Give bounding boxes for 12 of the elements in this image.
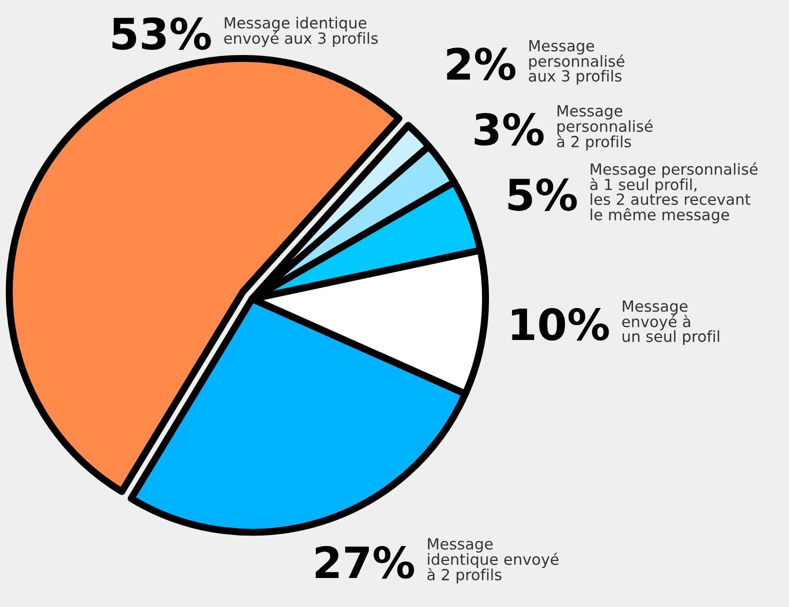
slice-label: Message personnalisé à 1 seul profil, les 2 autres recevant le même message	[590, 162, 758, 224]
data-label: 2%	[447, 48, 516, 80]
data-label: 27%	[316, 546, 414, 579]
slice-label: Message identique envoyé à 2 profils	[427, 538, 559, 584]
slice-label: Message envoyé à un seul profil	[622, 300, 720, 346]
data-label: 53%	[112, 17, 211, 50]
slice-label: Message personnalisé à 2 profils	[557, 105, 653, 150]
slice-label: Message identique envoyé aux 3 profils	[224, 16, 378, 47]
data-label: 3%	[474, 113, 544, 146]
slice-label: Message personnalisé aux 3 profils	[528, 40, 624, 85]
data-label: 5%	[508, 178, 577, 211]
data-label: 10%	[512, 308, 609, 341]
